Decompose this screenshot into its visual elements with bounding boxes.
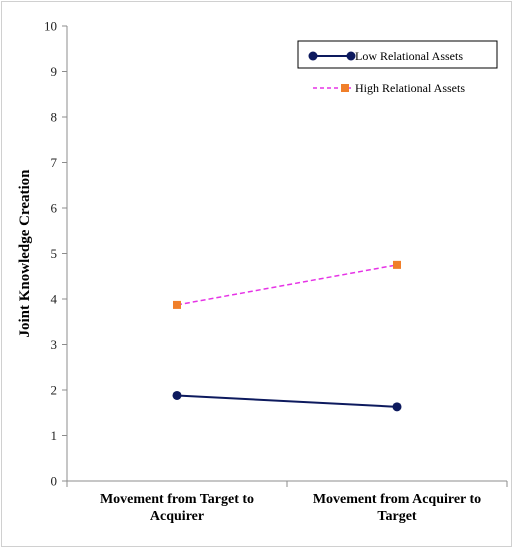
legend: Low Relational Assets High Relational Ass… [297,40,498,95]
y-tick-label: 5 [51,246,58,261]
y-tick-label: 0 [51,474,58,489]
x-category-label-line: Movement from Acquirer to [313,492,481,507]
x-category-label: Movement from Acquirer to Target [313,492,481,524]
series-high-relational-assets [173,260,401,309]
y-tick-label: 2 [51,383,58,398]
y-tick-label: 8 [51,110,58,125]
y-tick-label: 10 [44,19,57,34]
series-line [176,264,398,306]
legend-box [297,40,498,69]
legend-marker [341,84,349,92]
x-ticks: Movement from Target to AcquirerMovement … [66,481,508,524]
x-category-label-line: Acquirer [150,509,204,524]
y-tick-label: 1 [51,428,58,443]
legend-marker [346,51,356,61]
series-layer [172,260,402,412]
y-axis-title: Joint Knowledge Creation [17,169,33,338]
legend-entry: High Relational Assets [313,81,465,95]
x-category-label-line: Movement from Target to [100,492,254,507]
x-category-label-line: Target [377,509,416,524]
legend-label: High Relational Assets [355,81,465,95]
data-point [392,402,402,412]
y-tick-label: 3 [51,337,58,352]
legend-marker [308,51,318,61]
data-point [173,300,181,309]
y-ticks: 0 1 2 3 4 5 6 7 8 9 10 [44,19,67,489]
y-tick-label: 4 [51,292,58,307]
x-category-label: Movement from Target to Acquirer [100,492,254,524]
y-tick-label: 6 [51,201,58,216]
series-low-relational-assets [172,390,402,412]
series-line [176,394,398,408]
data-point [172,390,182,400]
data-point [393,260,401,269]
legend-label: Low Relational Assets [355,49,463,63]
y-tick-label: 9 [51,64,58,79]
y-tick-label: 7 [51,155,58,170]
legend-entry: Low Relational Assets [308,49,463,63]
